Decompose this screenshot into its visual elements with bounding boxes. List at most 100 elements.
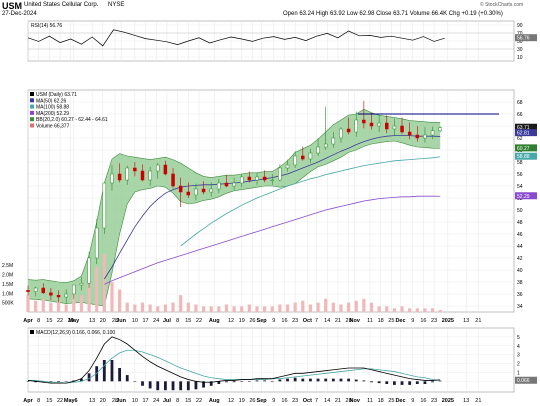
price-x-tick-label: 28	[112, 318, 118, 324]
macd-x-tick-label: 19	[239, 398, 245, 404]
candle-body	[201, 188, 206, 193]
candle-body	[87, 257, 91, 284]
ma200-line	[104, 195, 441, 285]
macd-x-tick-label: 28	[112, 398, 118, 404]
candle-body	[270, 179, 275, 182]
candle-body	[407, 131, 412, 136]
price-x-tick-label: 13	[89, 318, 95, 324]
price-x-tick-label: 10	[132, 318, 138, 324]
price-tick-label: 48	[517, 220, 523, 226]
candle-body	[346, 128, 351, 133]
price-x-tick-label: Dec	[395, 318, 405, 324]
price-tick-label: 58	[517, 160, 523, 166]
candle-body	[293, 155, 297, 166]
candle-body	[224, 182, 229, 187]
volume-bar	[217, 306, 221, 312]
volume-bar	[102, 253, 106, 312]
macd-value-label: 0.066	[517, 378, 530, 384]
price-x-tick-label: Oct	[303, 318, 312, 324]
macd-x-tick-label: Jun	[116, 398, 126, 404]
volume-bar	[87, 278, 91, 312]
price-x-tick-label: Jun	[116, 318, 126, 324]
macd-histogram-bar	[232, 381, 236, 383]
volume-tick-label: 2.5M	[2, 263, 13, 269]
candle-body	[339, 128, 343, 139]
macd-histogram-bar	[26, 381, 30, 382]
volume-bar	[324, 298, 328, 312]
price-legend-entry: Volume 66,377	[36, 124, 70, 130]
macd-value-box	[515, 376, 537, 384]
candle-body	[194, 188, 198, 196]
volume-bar	[125, 302, 129, 312]
price-value-label: 62.81	[517, 131, 530, 137]
macd-x-tick-label: 9	[411, 398, 414, 404]
price-tick-label: 62	[517, 136, 523, 142]
volume-bar	[49, 302, 53, 312]
price-x-tick-label: Aug	[209, 318, 220, 324]
price-x-tick-label: 21	[335, 318, 341, 324]
macd-x-tick-label: 11	[367, 398, 373, 404]
price-tick-label: 42	[517, 256, 523, 262]
macd-x-tick-label: 20	[100, 398, 106, 404]
candle-body	[232, 182, 236, 187]
macd-x-tick-label: 16	[420, 398, 426, 404]
macd-histogram-bar	[263, 380, 267, 382]
price-x-tick-label: 9	[272, 318, 275, 324]
macd-histogram-bar	[347, 378, 350, 382]
macd-line	[27, 336, 441, 384]
macd-x-tick-label: 22	[57, 398, 63, 404]
volume-bar	[270, 306, 274, 312]
volume-bar	[408, 308, 412, 312]
macd-tick-label: 5	[517, 335, 520, 341]
ohlc-summary: Open 63.24 High 63.92 Low 62.98 Close 63…	[283, 11, 503, 17]
macd-x-tick-label: 2025	[442, 398, 454, 404]
macd-histogram-bar	[80, 378, 83, 382]
candle-body	[262, 176, 267, 181]
candle-body	[308, 152, 313, 160]
price-x-tick-label: 12	[228, 318, 234, 324]
rsi-value-label: 56.76	[517, 36, 530, 42]
candle-body	[369, 122, 374, 127]
macd-x-tick-label: 7	[315, 398, 318, 404]
volume-tick-label: 1.0M	[2, 291, 13, 297]
price-x-tick-label: 16	[281, 318, 287, 324]
price-x-tick-label: 23	[292, 318, 298, 324]
volume-bar	[224, 304, 229, 312]
candle-body	[323, 143, 328, 148]
candle-body	[64, 293, 68, 298]
macd-x-tick-label: Aug	[209, 398, 220, 404]
candle-body	[110, 173, 114, 184]
macd-x-tick-label: 15	[46, 398, 52, 404]
macd-histogram-bar	[301, 378, 305, 382]
macd-histogram-bar	[278, 379, 282, 382]
macd-histogram-bar	[247, 381, 251, 382]
candle-body	[148, 170, 152, 181]
macd-histogram-bar	[141, 381, 144, 386]
macd-x-tick-label: Apr	[23, 398, 33, 404]
macd-histogram-bar	[41, 381, 45, 383]
macd-x-tick-label: 25	[388, 398, 394, 404]
rsi-tick-label: 30	[517, 47, 523, 53]
macd-x-tick-label: 22	[196, 398, 202, 404]
candle-body	[354, 119, 358, 133]
volume-bar	[72, 293, 76, 312]
volume-bar	[41, 298, 45, 312]
volume-bar	[194, 304, 198, 312]
macd-panel	[27, 327, 515, 393]
price-x-tick-label: Apr	[23, 318, 33, 324]
volume-bar	[156, 306, 160, 312]
candle-body	[331, 137, 336, 145]
macd-histogram-bar	[400, 381, 404, 385]
price-x-tick-label: Sep	[257, 318, 268, 324]
macd-histogram-bar	[385, 381, 389, 384]
macd-histogram-bar	[370, 381, 373, 383]
macd-x-tick-label: 12	[228, 398, 234, 404]
candle-body	[400, 125, 404, 133]
price-x-tick-label: Nov	[350, 318, 361, 324]
macd-histogram-bar	[102, 360, 106, 382]
volume-bar	[209, 306, 213, 312]
candle-body	[140, 170, 145, 181]
macd-x-tick-label: 28	[346, 398, 352, 404]
macd-histogram-bar	[240, 381, 244, 382]
price-value-label: 63.71	[517, 125, 530, 131]
